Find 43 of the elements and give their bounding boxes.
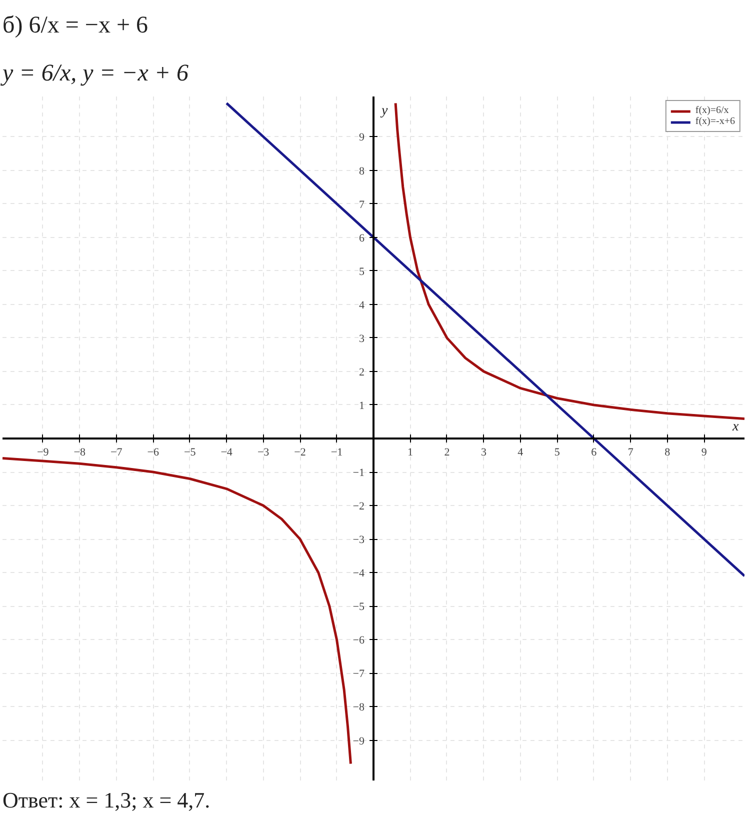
legend-label: f(x)=6/x — [695, 105, 729, 116]
x-tick-label: −6 — [147, 446, 160, 458]
y-tick-label: 2 — [359, 366, 364, 378]
y-tick-label: −7 — [352, 668, 365, 680]
chart-title: б) 6/x = −x + 6 — [2, 12, 148, 38]
y-tick-label: −4 — [352, 568, 365, 580]
y-tick-label: −1 — [352, 467, 365, 480]
legend-label: f(x)=-x+6 — [695, 116, 735, 127]
x-tick-label: 6 — [591, 446, 598, 458]
y-tick-label: 5 — [359, 266, 365, 278]
x-tick-label: −5 — [184, 446, 196, 458]
x-tick-label: 7 — [628, 446, 634, 458]
y-tick-label: 3 — [359, 332, 365, 345]
text: Ответ: x = 1,3; x = 4,7. — [2, 788, 210, 812]
x-tick-label: −8 — [74, 446, 86, 458]
x-tick-label: 2 — [444, 446, 450, 458]
x-tick-label: 1 — [407, 446, 413, 458]
x-tick-label: −2 — [294, 446, 306, 458]
x-tick-label: −7 — [110, 446, 123, 458]
x-tick-label: 9 — [701, 446, 708, 458]
y-tick-label: 6 — [359, 232, 365, 244]
y-tick-label: 4 — [359, 299, 365, 312]
x-tick-label: −4 — [220, 446, 233, 458]
y-tick-label: −9 — [352, 735, 365, 748]
y-tick-label: −3 — [352, 534, 365, 546]
y-tick-label: −8 — [352, 702, 365, 714]
y-tick-label: −6 — [352, 634, 365, 647]
y-tick-label: 9 — [359, 132, 365, 144]
x-tick-label: −3 — [257, 446, 270, 458]
chart-subtitle: y = 6/x, y = −x + 6 — [0, 60, 189, 86]
y-tick-label: 8 — [359, 165, 365, 178]
x-tick-label: 8 — [664, 446, 671, 458]
x-tick-label: 4 — [518, 446, 524, 458]
x-axis-title: x — [732, 420, 740, 434]
y-tick-label: −2 — [352, 500, 365, 513]
y-tick-label: 1 — [359, 400, 364, 412]
y-axis-title: y — [380, 104, 388, 118]
x-tick-label: −9 — [37, 446, 50, 458]
x-tick-label: 3 — [480, 446, 487, 458]
y-tick-label: −5 — [352, 601, 365, 614]
x-tick-label: −1 — [330, 446, 343, 458]
y-tick-label: 7 — [359, 198, 365, 211]
x-tick-label: 5 — [554, 446, 560, 458]
